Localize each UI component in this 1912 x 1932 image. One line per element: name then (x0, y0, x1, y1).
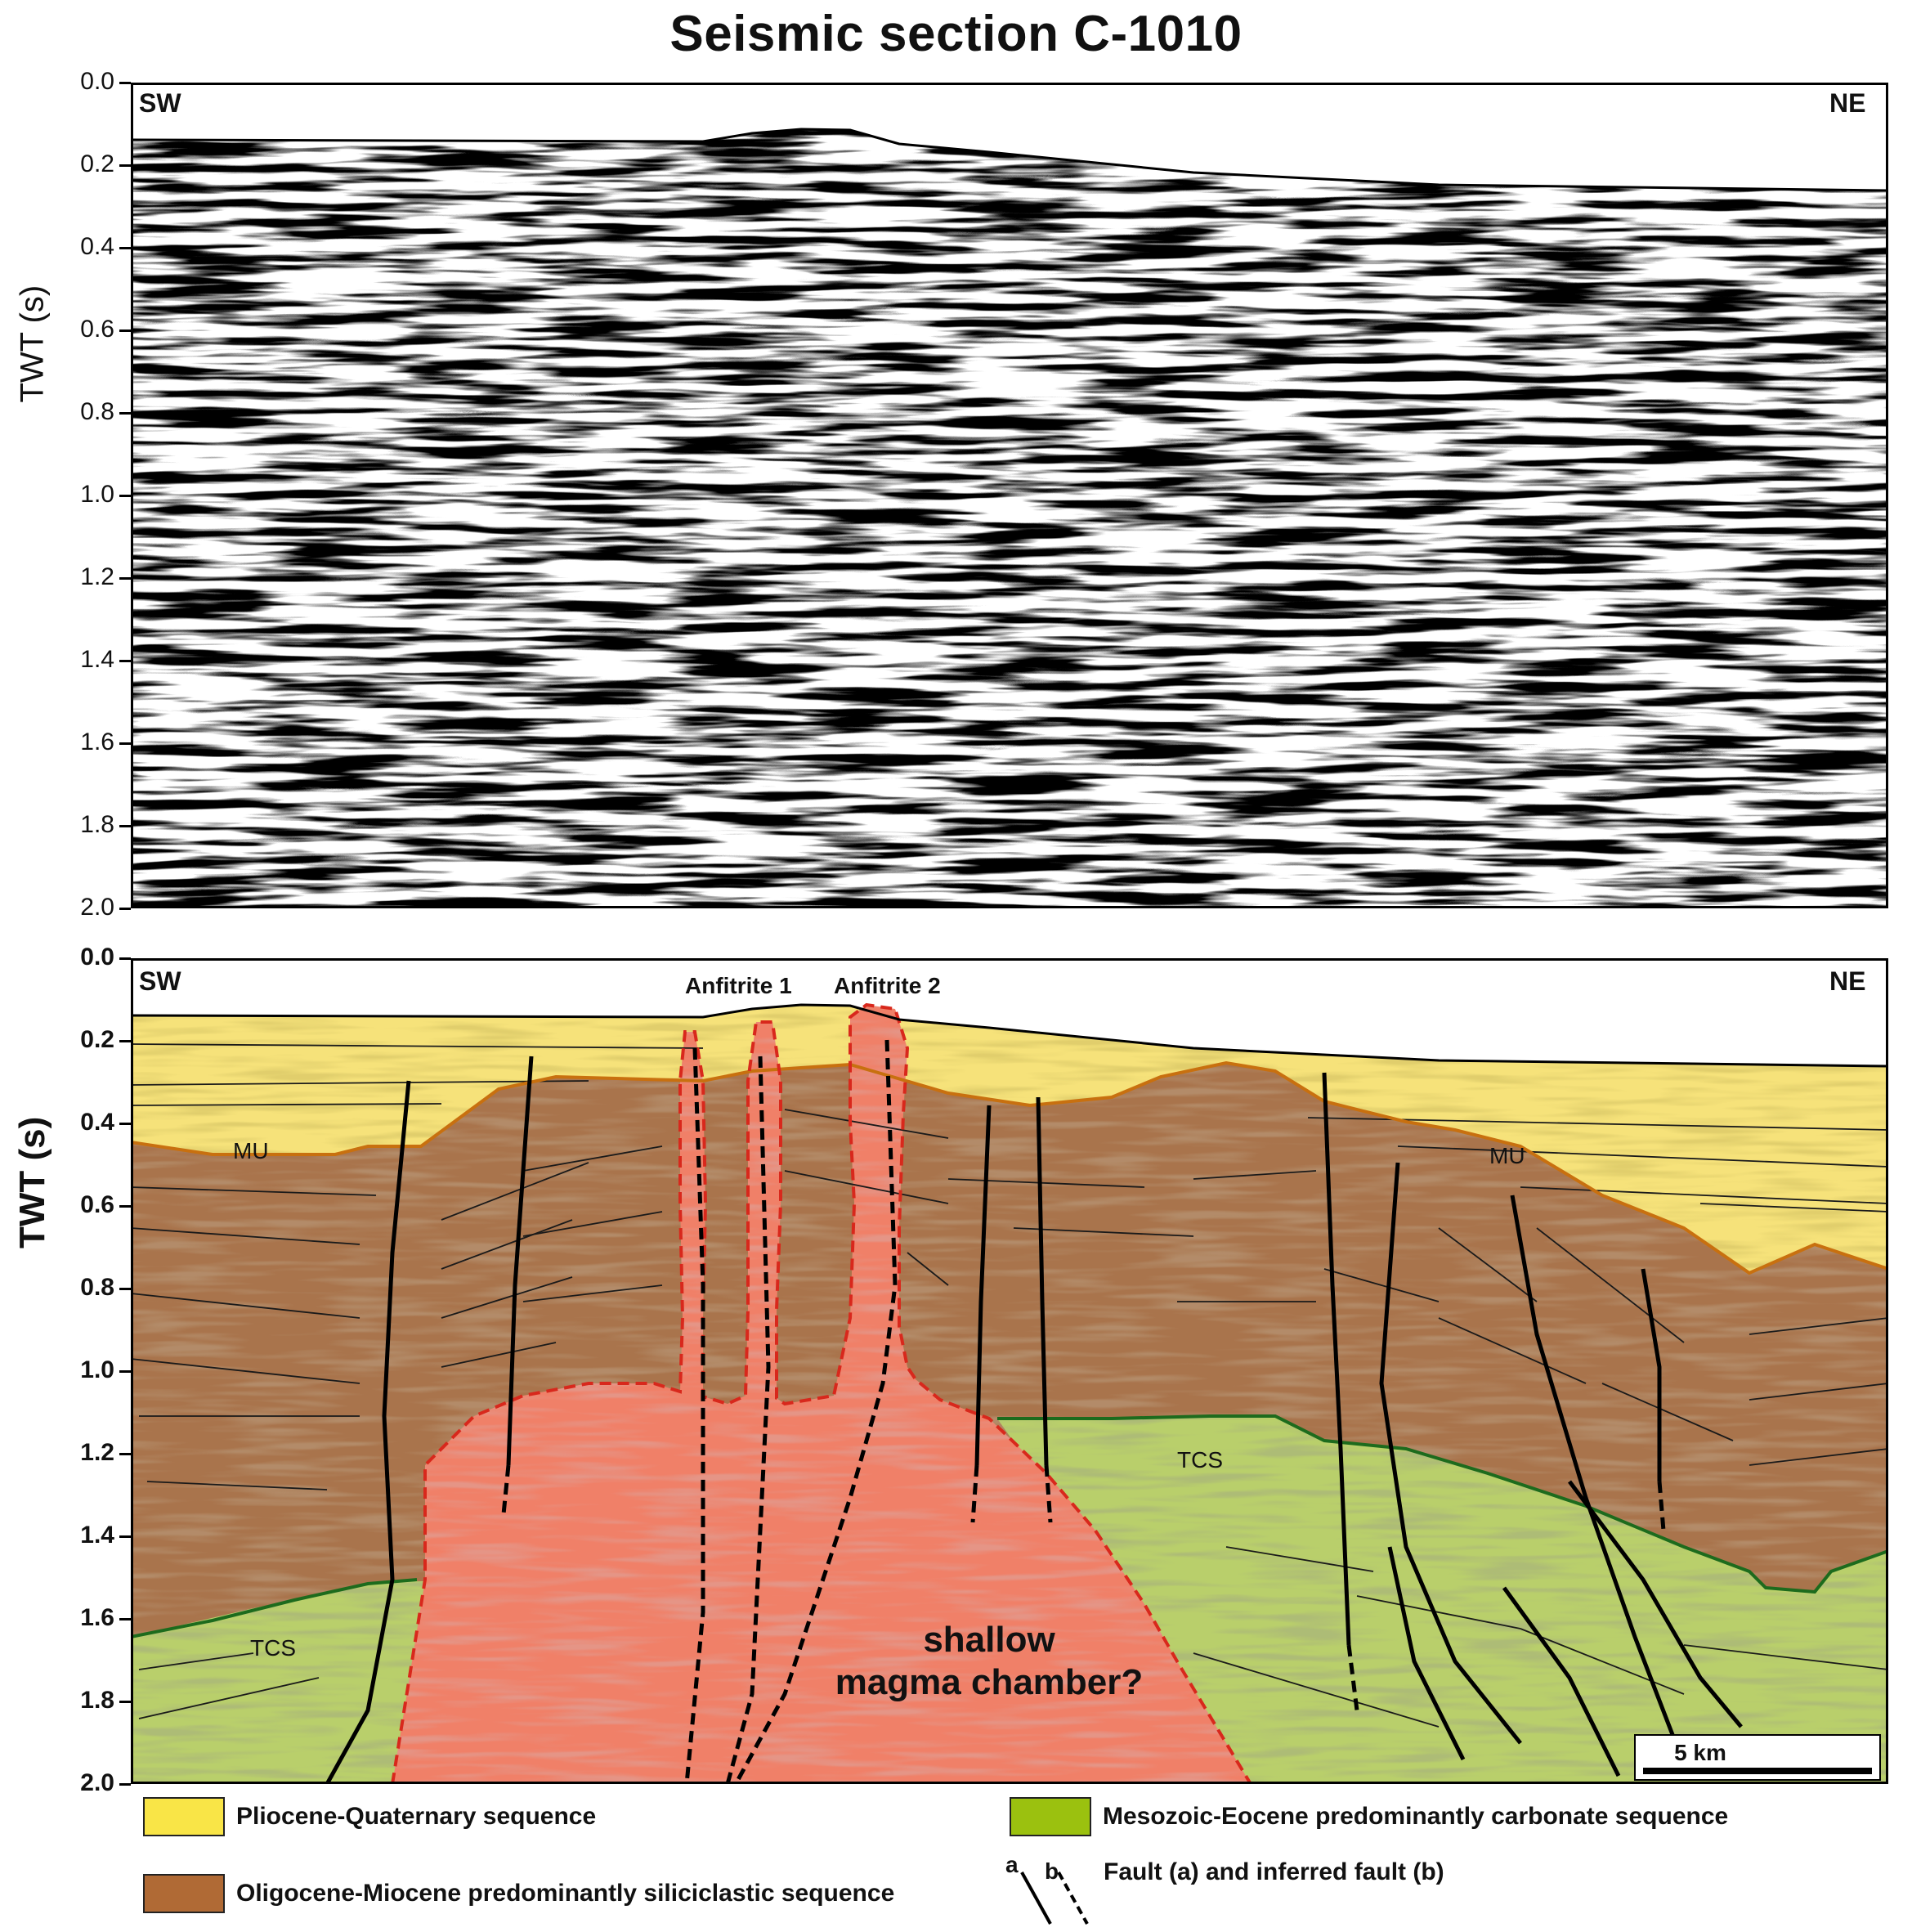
legend-label-fault: Fault (a) and inferred fault (b) (1104, 1858, 1444, 1885)
legend-swatch-oligocene (143, 1874, 225, 1913)
upper-y-tick-mark (119, 411, 131, 415)
upper-y-tick-mark (119, 659, 131, 662)
upper-ne-label: NE (1829, 88, 1866, 118)
upper-y-tick-label: 0.6 (80, 316, 114, 343)
lower-ne-label: NE (1829, 966, 1866, 996)
faults-solid (325, 1056, 1743, 1784)
lower-y-tick-label: 2.0 (80, 1769, 114, 1796)
upper-sw-label: SW (139, 88, 181, 118)
upper-y-tick-label: 2.0 (80, 894, 114, 921)
legend-fault-b: b (1045, 1858, 1059, 1884)
legend-label-oligocene: Oligocene-Miocene predominantly silicicl… (236, 1880, 895, 1907)
lower-y-tick-label: 1.6 (80, 1604, 114, 1631)
tcs-unconformity-line-left (131, 1578, 418, 1638)
upper-y-tick-mark (119, 742, 131, 745)
lower-y-tick-label: 1.8 (80, 1687, 114, 1714)
lower-y-tick-mark (119, 1039, 131, 1042)
lower-y-tick-label: 0.6 (80, 1191, 114, 1218)
lower-y-tick-label: 0.8 (80, 1274, 114, 1301)
legend-pliocene: Pliocene-Quaternary sequence (143, 1797, 596, 1836)
tcs-label-left: TCS (250, 1635, 296, 1661)
upper-y-tick-mark (119, 907, 131, 910)
anfitrite-1-label: Anfitrite 1 (685, 973, 792, 998)
lower-y-tick-label: 0.2 (80, 1026, 114, 1053)
lower-y-tick-mark (119, 1287, 131, 1290)
upper-y-tick-mark (119, 164, 131, 167)
upper-y-tick-label: 0.8 (80, 398, 114, 425)
upper-y-axis-label: TWT (s) (14, 285, 51, 403)
upper-y-tick-label: 0.2 (80, 150, 114, 177)
lower-y-tick-mark (119, 1700, 131, 1703)
anfitrite-2-label: Anfitrite 2 (834, 973, 941, 998)
upper-seismic-panel (131, 83, 1888, 908)
upper-y-tick-label: 1.4 (80, 646, 114, 673)
tcs-label-right: TCS (1177, 1447, 1223, 1473)
upper-y-tick-mark (119, 329, 131, 332)
lower-y-tick-mark (119, 1122, 131, 1125)
legend-fault: a b Fault (a) and inferred fault (b) (1005, 1852, 1444, 1925)
lower-y-tick-label: 1.0 (80, 1356, 114, 1383)
upper-y-tick-mark (119, 824, 131, 827)
legend-label-mesozoic: Mesozoic-Eocene predominantly carbonate … (1103, 1803, 1729, 1830)
legend-swatch-mesozoic (1010, 1797, 1091, 1836)
lower-y-tick-mark (119, 1535, 131, 1538)
upper-y-tick-label: 1.8 (80, 811, 114, 838)
magma-label-line1: shallow (923, 1620, 1055, 1660)
upper-y-tick-label: 0.4 (80, 233, 114, 260)
faults-inferred (501, 1039, 1666, 1784)
mu-label-right: MU (1489, 1143, 1525, 1168)
legend-swatch-pliocene (143, 1797, 225, 1836)
lower-y-tick-mark (119, 1782, 131, 1786)
magma-chamber-label: shallow magma chamber? (777, 1619, 1202, 1704)
upper-y-tick-mark (119, 494, 131, 497)
upper-y-tick-label: 1.6 (80, 728, 114, 755)
lower-y-tick-mark (119, 1452, 131, 1455)
upper-y-tick-mark (119, 81, 131, 84)
lower-y-tick-label: 1.2 (80, 1439, 114, 1466)
legend-label-pliocene: Pliocene-Quaternary sequence (236, 1803, 597, 1830)
lower-y-tick-mark (119, 1617, 131, 1620)
upper-y-tick-mark (119, 246, 131, 249)
lower-y-tick-mark (119, 1204, 131, 1208)
upper-y-tick-label: 0.0 (80, 68, 114, 95)
legend-mesozoic: Mesozoic-Eocene predominantly carbonate … (1010, 1797, 1728, 1836)
tcs-unconformity-line-right (997, 1414, 1888, 1594)
figure-title: Seismic section C-1010 (669, 6, 1243, 62)
legend-oligocene: Oligocene-Miocene predominantly silicicl… (143, 1874, 894, 1913)
horizon-lines (131, 1043, 1888, 1728)
lower-y-tick-mark (119, 957, 131, 960)
upper-y-tick-label: 1.2 (80, 563, 114, 590)
lower-y-tick-label: 0.4 (80, 1109, 114, 1136)
lower-y-tick-label: 0.0 (80, 944, 114, 970)
legend-fault-symbol (1020, 1871, 1089, 1925)
scale-bar-label: 5 km (1674, 1740, 1726, 1765)
lower-y-tick-label: 1.4 (80, 1522, 114, 1549)
upper-y-tick-mark (119, 576, 131, 580)
lower-y-tick-mark (119, 1369, 131, 1373)
mu-unconformity-line (131, 1060, 1888, 1275)
lower-interpreted-panel (131, 958, 1888, 1784)
upper-y-tick-label: 1.0 (80, 481, 114, 508)
legend-fault-a: a (1005, 1852, 1019, 1877)
lower-sw-label: SW (139, 966, 181, 996)
magma-label-line2: magma chamber? (835, 1662, 1144, 1702)
mu-label-left: MU (233, 1138, 269, 1163)
